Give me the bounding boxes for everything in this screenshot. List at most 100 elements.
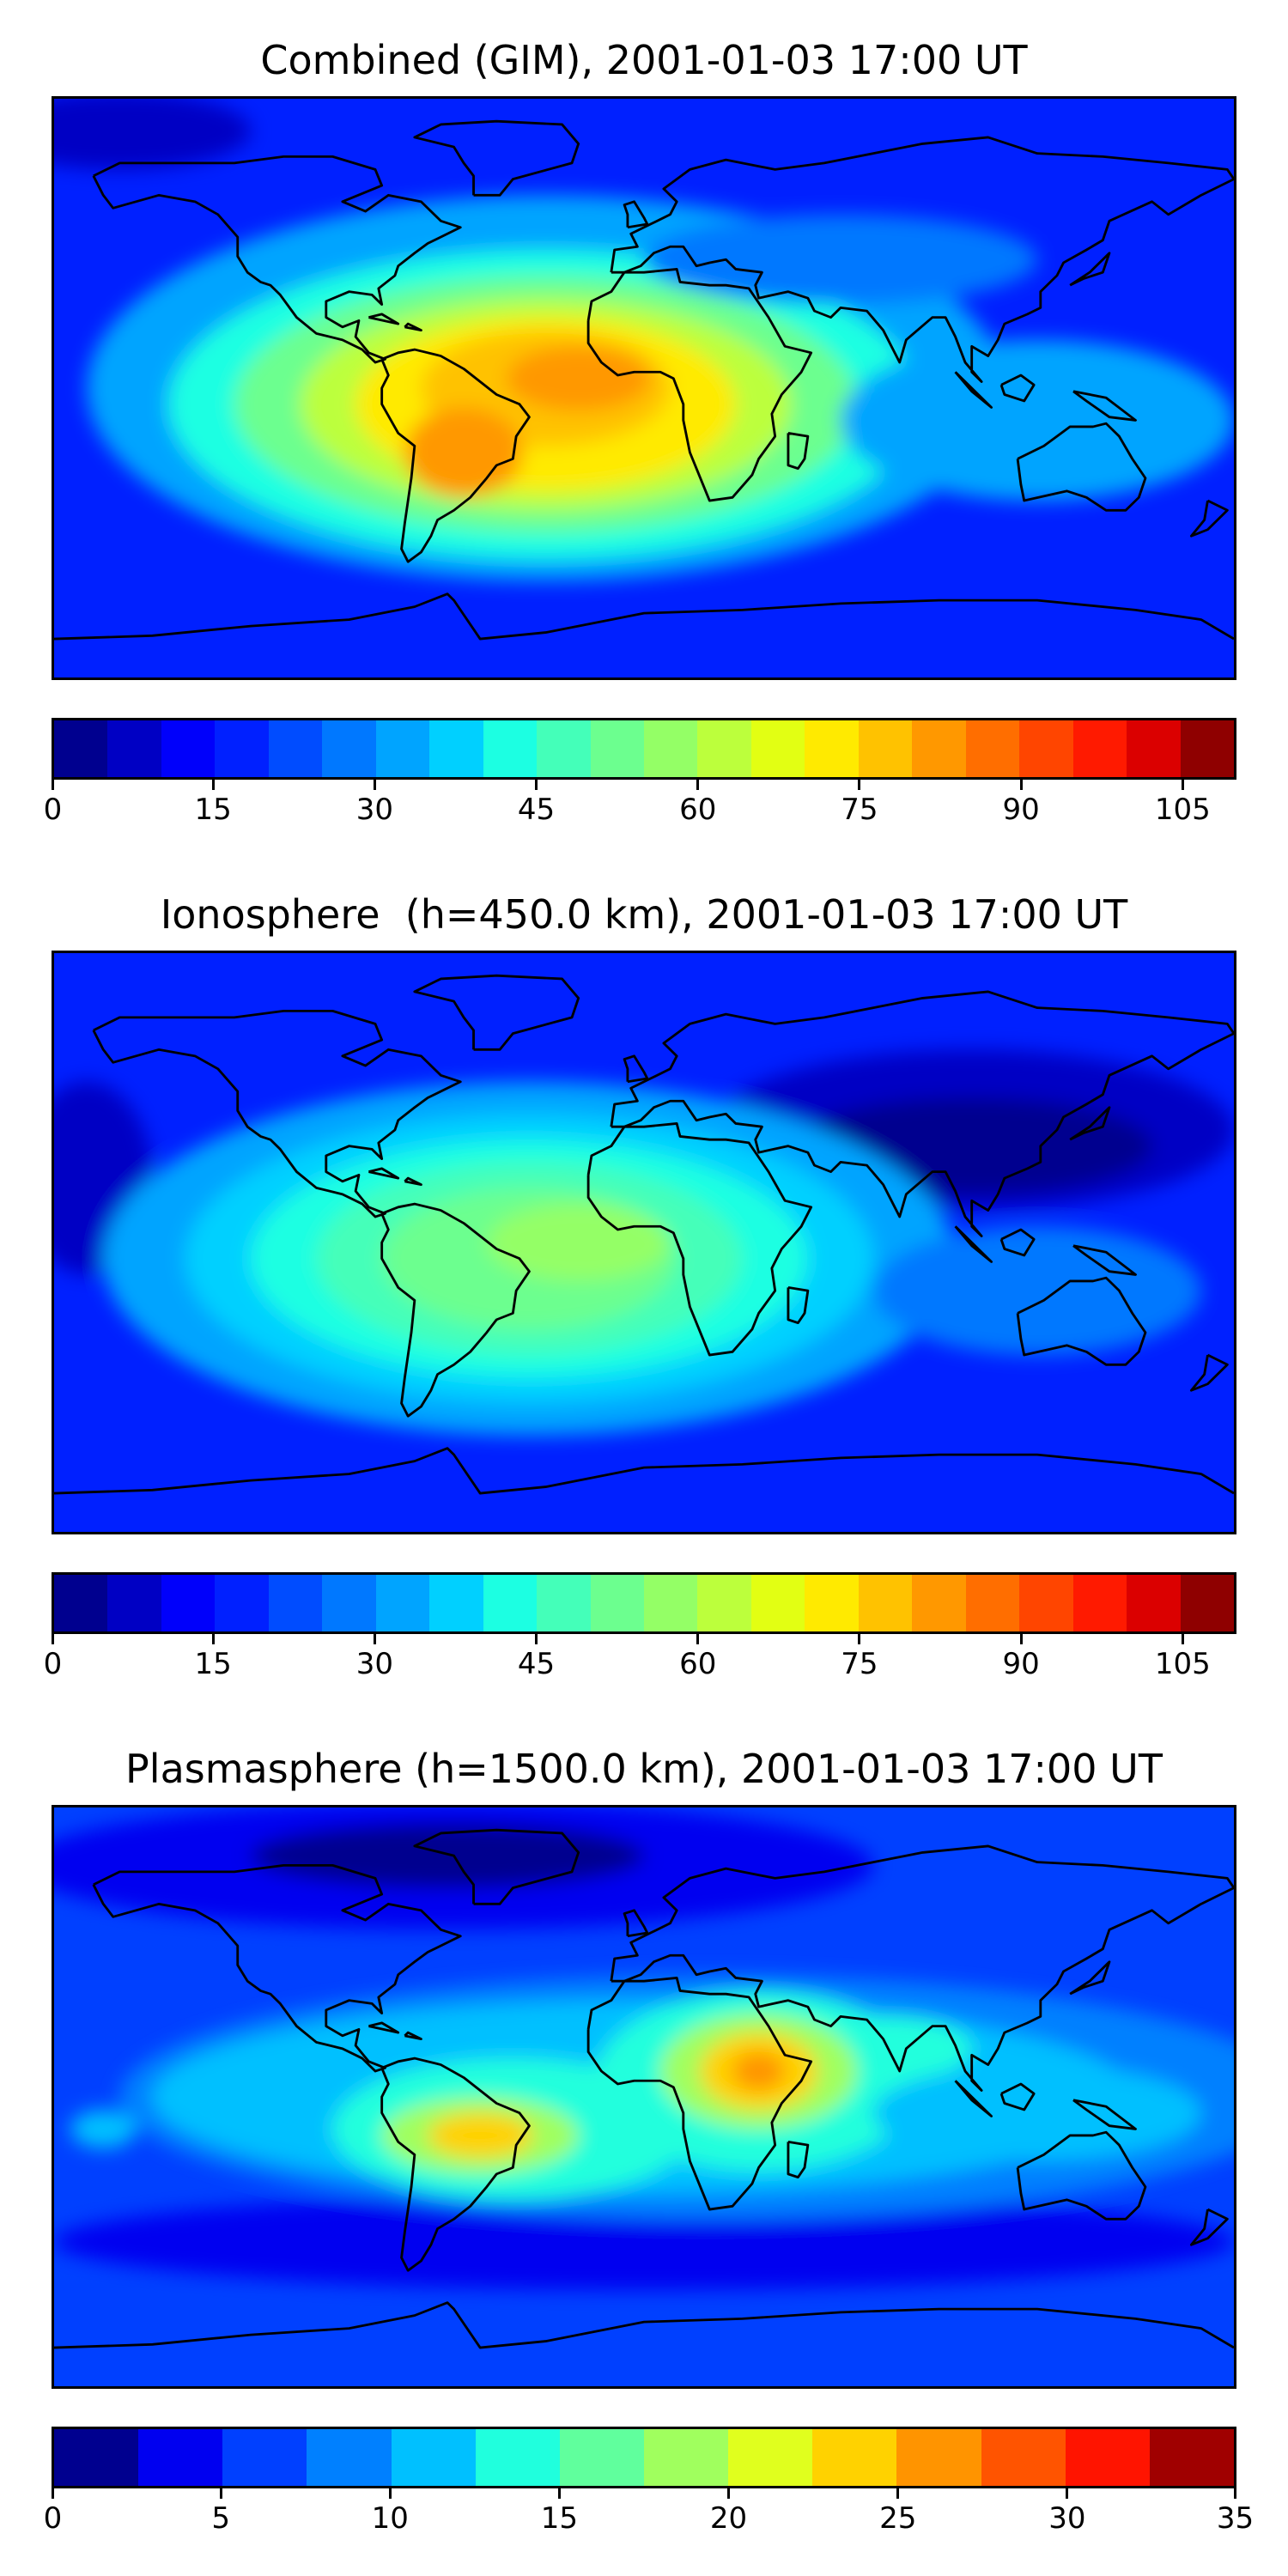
coastline bbox=[368, 313, 400, 325]
map-plasmasphere bbox=[52, 1805, 1236, 2389]
colorbar-segment bbox=[138, 2429, 223, 2486]
coastline bbox=[1072, 2099, 1137, 2130]
colorbar-tick bbox=[896, 2488, 900, 2499]
coastline bbox=[380, 2057, 531, 2272]
colorbar-segment bbox=[475, 2429, 560, 2486]
colorbar-segment bbox=[750, 1575, 805, 1631]
colorbar-segment bbox=[375, 1575, 430, 1631]
colorbar-ionosphere bbox=[52, 1572, 1236, 1634]
coastline bbox=[1016, 422, 1147, 512]
colorbar-segment bbox=[896, 2429, 981, 2486]
colorbar-segment bbox=[1019, 1575, 1073, 1631]
tec-contour bbox=[404, 407, 523, 498]
coastline bbox=[787, 432, 810, 471]
coastline bbox=[623, 200, 649, 229]
coastline bbox=[1189, 499, 1229, 538]
colorbar-tick bbox=[52, 1634, 54, 1644]
colorbar-tick-label: 0 bbox=[43, 1647, 63, 1681]
tec-map bbox=[54, 99, 1234, 677]
colorbar-tick bbox=[1066, 2488, 1069, 2499]
colorbar-tick-label: 15 bbox=[540, 2501, 579, 2536]
colorbar-tick bbox=[52, 2488, 54, 2499]
colorbar-segment bbox=[590, 720, 644, 777]
colorbar-segment bbox=[643, 1575, 698, 1631]
colorbar-segment bbox=[537, 1575, 591, 1631]
colorbar-segment bbox=[429, 1575, 483, 1631]
colorbar-segment bbox=[965, 1575, 1020, 1631]
colorbar-segment bbox=[590, 1575, 644, 1631]
coastline bbox=[54, 592, 1234, 641]
colorbar-segment bbox=[391, 2429, 476, 2486]
coastline bbox=[380, 1202, 531, 1418]
colorbar-tick bbox=[535, 780, 538, 790]
coastline bbox=[999, 2082, 1036, 2111]
colorbar-tick-label: 45 bbox=[517, 793, 556, 827]
colorbar-segment bbox=[307, 2429, 392, 2486]
colorbar-segment bbox=[1065, 2429, 1150, 2486]
colorbar-tick-label: 15 bbox=[194, 793, 232, 827]
colorbar-segment bbox=[1072, 1575, 1127, 1631]
coastline bbox=[787, 2141, 810, 2179]
colorbar-tick bbox=[211, 780, 215, 790]
colorbar-segment bbox=[858, 720, 913, 777]
coastline bbox=[54, 2301, 1234, 2349]
colorbar-segment bbox=[1180, 720, 1234, 777]
colorbar-segment bbox=[429, 720, 483, 777]
colorbar-tick-label: 60 bbox=[679, 793, 717, 827]
colorbar-ticks: 0 5 10 15 20 25 30 35 bbox=[44, 2488, 1254, 2540]
colorbar-tick-label: 45 bbox=[517, 1647, 556, 1681]
colorbar-tick-label: 25 bbox=[879, 2501, 917, 2536]
colorbar-tick-label: 105 bbox=[1154, 1647, 1211, 1681]
colorbar-segment bbox=[54, 1575, 108, 1631]
colorbar-segment bbox=[805, 1575, 859, 1631]
colorbar-segment bbox=[107, 720, 161, 777]
coastline bbox=[610, 136, 1234, 383]
colorbar-segment bbox=[559, 2429, 644, 2486]
colorbar-tick bbox=[373, 780, 376, 790]
coastline bbox=[954, 2080, 993, 2117]
coastline bbox=[380, 348, 531, 563]
coastline bbox=[413, 1828, 580, 1905]
colorbar-tick bbox=[52, 780, 54, 790]
colorbar-segment bbox=[483, 1575, 538, 1631]
coastline bbox=[586, 1977, 813, 2211]
colorbar-tick-label: 20 bbox=[709, 2501, 748, 2536]
colorbar-tick-label: 75 bbox=[841, 1647, 878, 1681]
colorbar-segment bbox=[728, 2429, 813, 2486]
colorbar-segment bbox=[375, 720, 430, 777]
colorbar-segment bbox=[161, 1575, 216, 1631]
colorbar-segment bbox=[1019, 720, 1073, 777]
colorbar-segment bbox=[697, 1575, 751, 1631]
coastline bbox=[586, 1122, 813, 1357]
coastline bbox=[413, 119, 580, 197]
coastline bbox=[404, 322, 422, 332]
colorbar-tick bbox=[858, 780, 861, 790]
colorbar-segment bbox=[805, 720, 859, 777]
coastline bbox=[1069, 1960, 1111, 1996]
colorbar-tick bbox=[1019, 1634, 1023, 1644]
panel-title: Plasmasphere (h=1500.0 km), 2001-01-03 1… bbox=[125, 1746, 1163, 1792]
colorbar-segment bbox=[268, 720, 323, 777]
colorbar-combined bbox=[52, 718, 1236, 780]
map-combined bbox=[52, 96, 1236, 680]
tec-contour bbox=[506, 346, 651, 411]
colorbar-plasmasphere bbox=[52, 2427, 1236, 2488]
coastline bbox=[1189, 1353, 1229, 1392]
colorbar-tick bbox=[219, 2488, 222, 2499]
colorbar-tick bbox=[696, 780, 700, 790]
colorbar-tick bbox=[373, 1634, 376, 1644]
coastline bbox=[404, 1176, 422, 1187]
colorbar-tick-label: 30 bbox=[355, 1647, 393, 1681]
tec-contour bbox=[54, 99, 251, 170]
colorbar-tick bbox=[1019, 780, 1023, 790]
colorbar-segment bbox=[858, 1575, 913, 1631]
map-ionosphere bbox=[52, 951, 1236, 1534]
coastline bbox=[623, 1054, 649, 1084]
tec-contour bbox=[873, 1226, 1201, 1356]
coastline bbox=[368, 1167, 400, 1180]
colorbar-tick bbox=[557, 2488, 561, 2499]
colorbar-segment bbox=[483, 720, 538, 777]
colorbar-tick-label: 0 bbox=[43, 2501, 63, 2536]
colorbar-segment bbox=[161, 720, 216, 777]
colorbar-tick bbox=[211, 1634, 215, 1644]
